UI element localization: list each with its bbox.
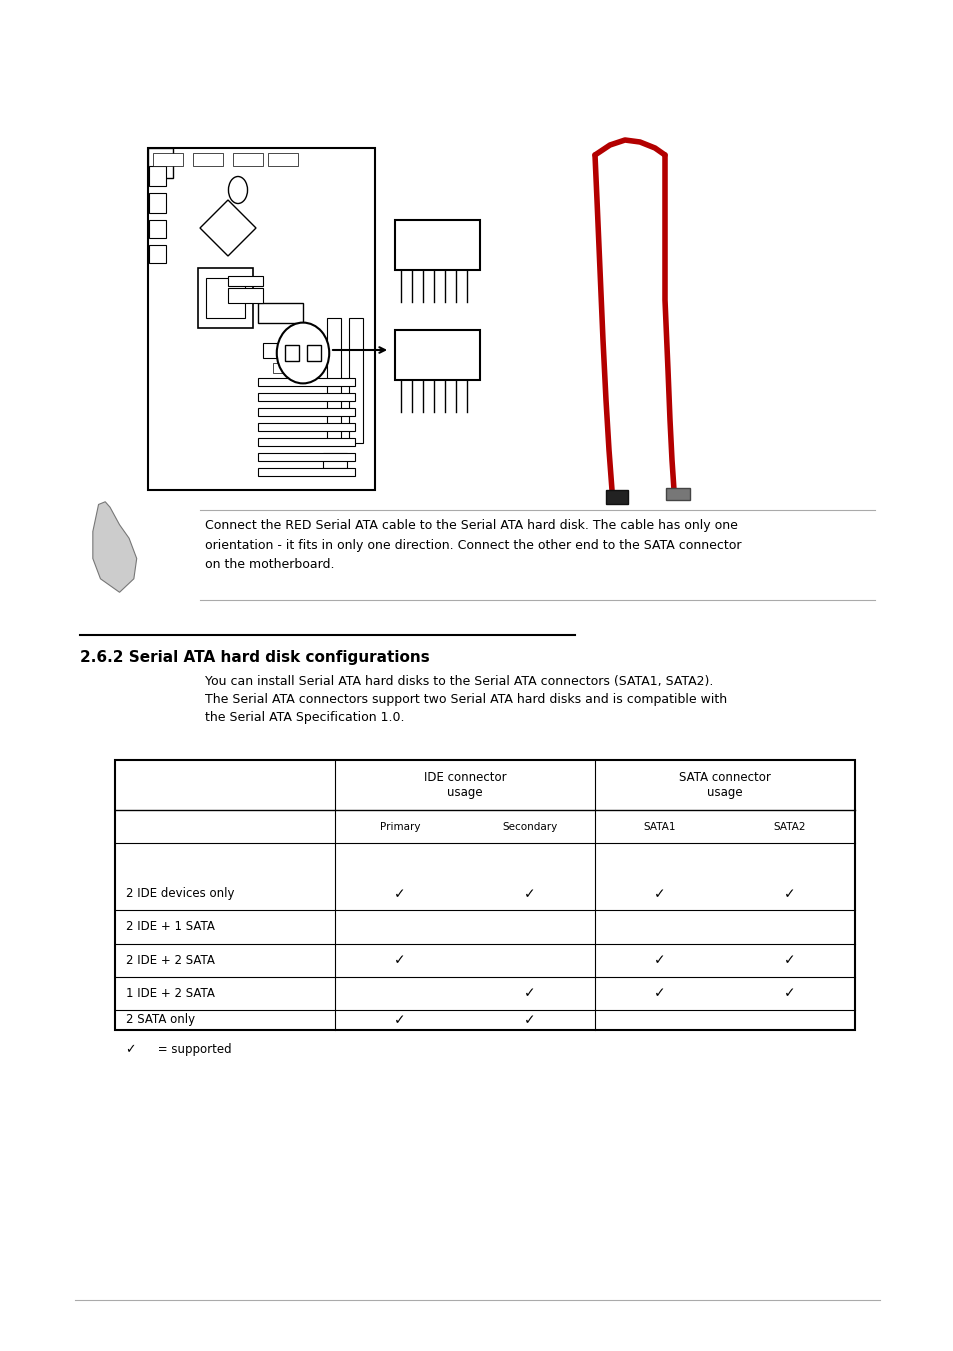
Text: Secondary: Secondary [502,821,558,831]
Text: ✓: ✓ [783,888,795,901]
Ellipse shape [228,177,247,204]
Bar [233,153,263,166]
Bar [257,438,355,446]
Text: 2 SATA only: 2 SATA only [127,1013,195,1027]
Bar [665,488,689,500]
Bar [148,149,375,490]
Bar [349,317,363,443]
Text: the Serial ATA Specification 1.0.: the Serial ATA Specification 1.0. [205,711,404,724]
Polygon shape [200,200,255,255]
Text: ✓: ✓ [654,888,665,901]
Text: SATA connector
usage: SATA connector usage [679,771,770,798]
Bar [198,267,253,328]
Polygon shape [92,501,136,592]
Text: SATA2: SATA2 [773,821,805,831]
Bar [285,345,298,361]
Text: Primary: Primary [379,821,420,831]
Bar [257,408,355,416]
Text: ✓: ✓ [783,954,795,967]
Bar [193,153,223,166]
Bar [115,944,854,977]
Text: You can install Serial ATA hard disks to the Serial ATA connectors (SATA1, SATA2: You can install Serial ATA hard disks to… [205,676,713,688]
Bar [149,166,166,186]
Bar [257,453,355,461]
Bar [273,363,303,373]
Bar [257,423,355,431]
Bar [149,220,166,238]
Bar [307,345,320,361]
Bar [605,490,627,504]
Bar [268,153,297,166]
Bar [152,153,183,166]
Text: 2.6.2 Serial ATA hard disk configurations: 2.6.2 Serial ATA hard disk configuration… [80,650,429,665]
Text: Connect the RED Serial ATA cable to the Serial ATA hard disk. The cable has only: Connect the RED Serial ATA cable to the … [205,519,737,531]
Text: ✓: ✓ [394,1013,405,1027]
Text: IDE connector
usage: IDE connector usage [423,771,506,798]
Bar [115,878,854,911]
Bar [115,977,854,1011]
Text: ✓: ✓ [394,888,405,901]
Bar [395,220,479,270]
Text: 2 IDE devices only: 2 IDE devices only [127,888,234,901]
Bar [257,467,355,476]
Bar [263,343,293,358]
Ellipse shape [276,323,329,384]
Bar [327,317,340,443]
Text: ✓: ✓ [394,954,405,967]
Text: ✓: ✓ [125,1043,135,1056]
Bar [257,393,355,401]
Bar [395,330,479,380]
Bar [257,378,355,386]
Bar [149,193,166,213]
Text: 1 IDE + 2 SATA: 1 IDE + 2 SATA [127,988,215,1000]
Bar [115,1011,854,1029]
Text: 2 IDE + 2 SATA: 2 IDE + 2 SATA [127,954,215,967]
Bar [228,288,263,303]
Bar [228,276,263,286]
Bar [115,911,854,944]
Bar [149,245,166,263]
Text: ✓: ✓ [523,986,536,1001]
Text: SATA1: SATA1 [643,821,676,831]
Text: ✓: ✓ [654,986,665,1001]
Text: The Serial ATA connectors support two Serial ATA hard disks and is compatible wi: The Serial ATA connectors support two Se… [205,693,726,707]
Text: on the motherboard.: on the motherboard. [205,558,335,571]
Text: 2 IDE + 1 SATA: 2 IDE + 1 SATA [127,920,215,934]
Bar [115,761,854,1029]
Bar [206,278,245,317]
Bar [323,453,347,467]
Text: = supported: = supported [153,1043,232,1056]
Bar [257,303,303,323]
Text: ✓: ✓ [654,954,665,967]
Text: ✓: ✓ [523,888,536,901]
Text: orientation - it fits in only one direction. Connect the other end to the SATA c: orientation - it fits in only one direct… [205,539,740,551]
Bar [148,149,172,178]
Text: ✓: ✓ [523,1013,536,1027]
Text: ✓: ✓ [783,986,795,1001]
